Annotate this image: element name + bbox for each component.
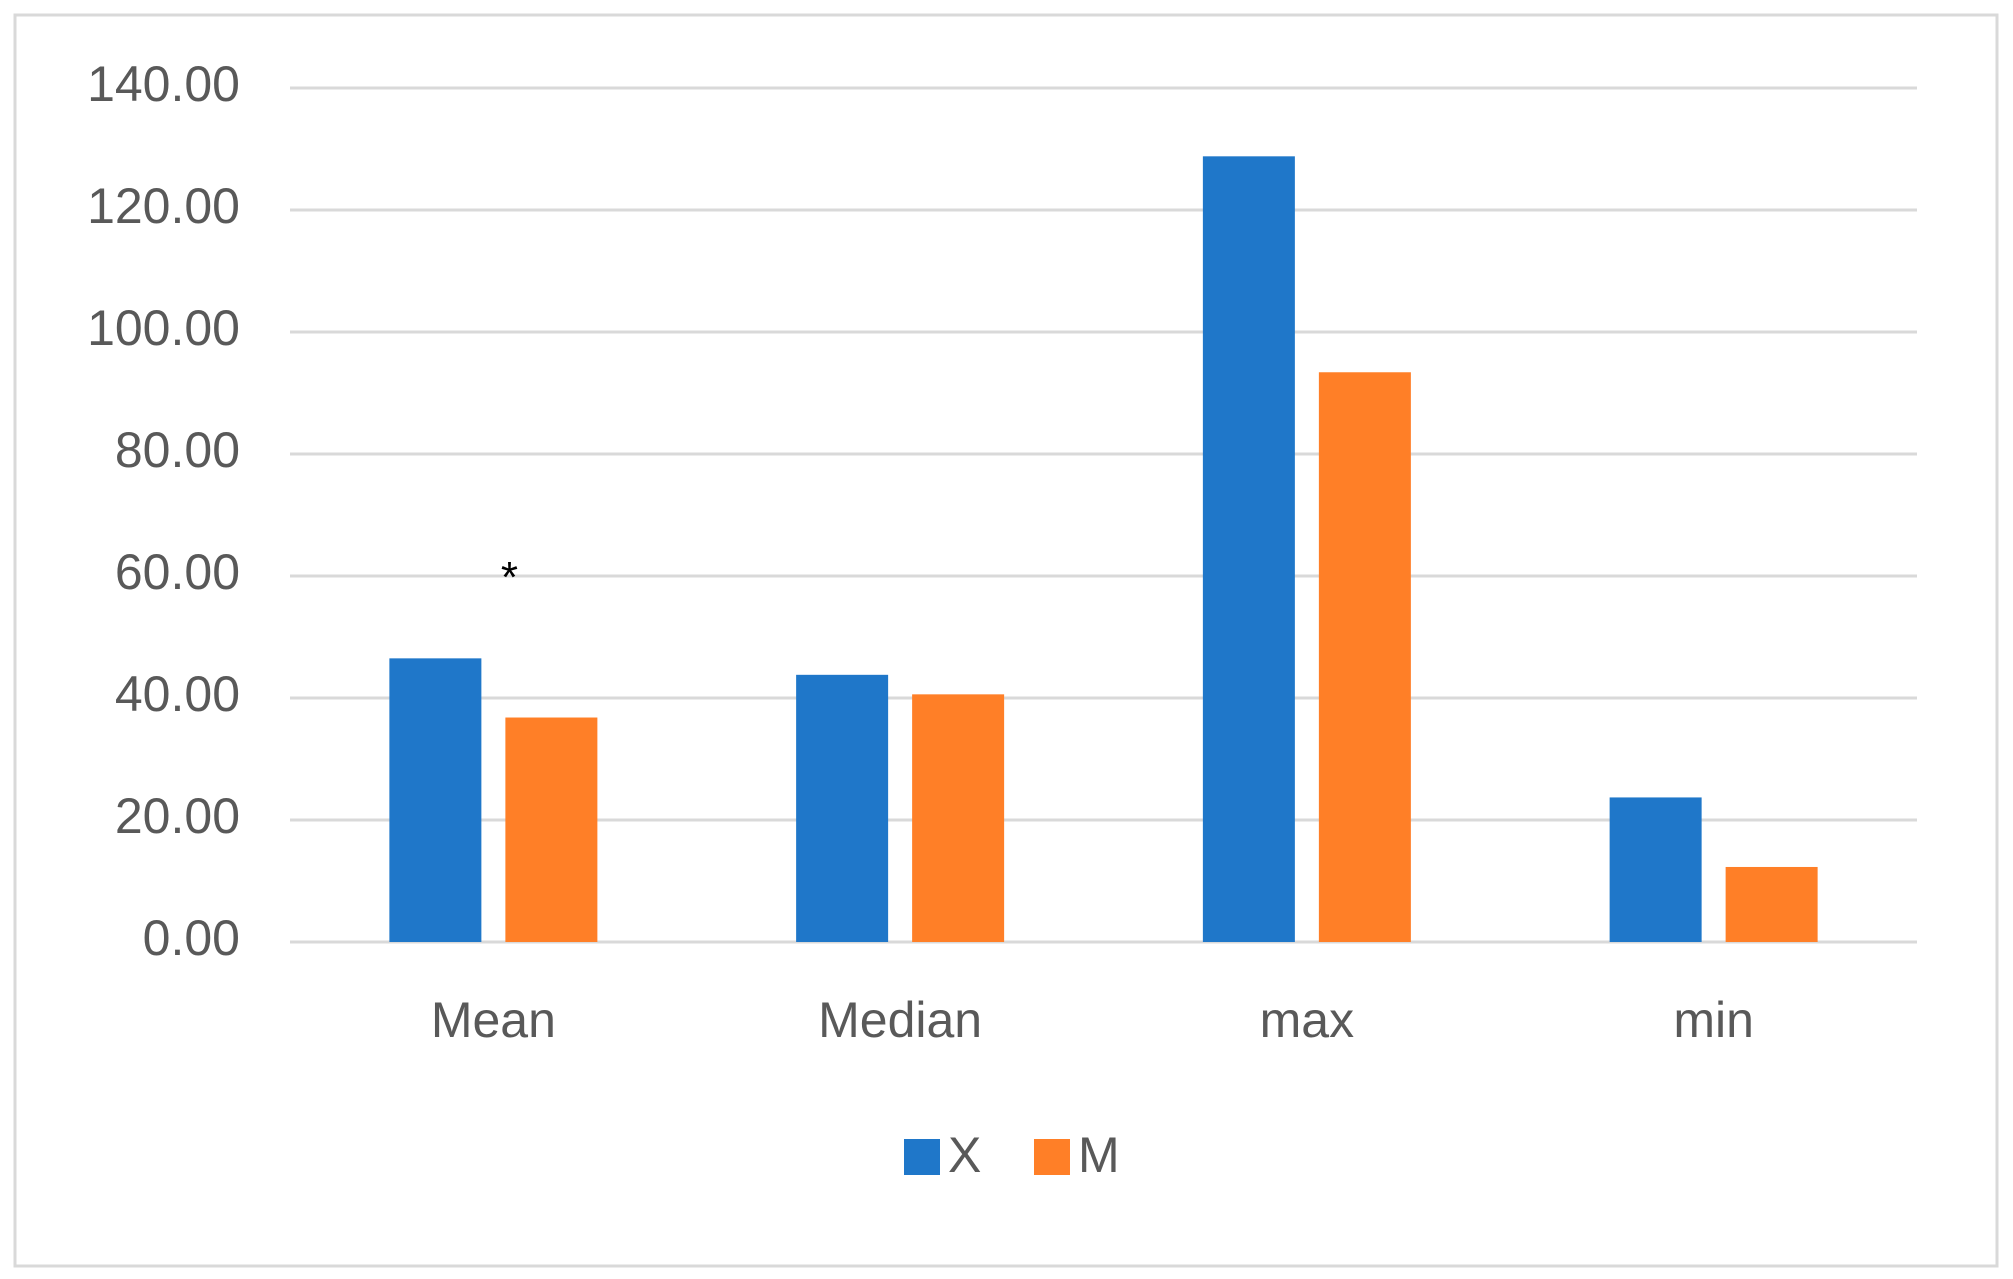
y-tick-label: 80.00 — [115, 422, 240, 478]
y-tick-label: 0.00 — [143, 910, 240, 966]
x-tick-label: min — [1673, 992, 1754, 1048]
y-tick-label: 140.00 — [87, 56, 240, 112]
y-tick-label: 100.00 — [87, 300, 240, 356]
bar — [796, 674, 889, 942]
bar — [1202, 156, 1295, 942]
bar — [1318, 372, 1411, 942]
legend-label: M — [1078, 1127, 1120, 1183]
x-tick-label: max — [1260, 992, 1354, 1048]
y-tick-label: 20.00 — [115, 788, 240, 844]
legend-swatch — [1034, 1139, 1070, 1175]
bar — [1725, 866, 1818, 942]
chart-border — [13, 13, 1999, 1268]
y-tick-label: 120.00 — [87, 178, 240, 234]
legend-swatch — [904, 1139, 940, 1175]
y-tick-label: 60.00 — [115, 544, 240, 600]
legend-label: X — [948, 1127, 981, 1183]
y-tick-label: 40.00 — [115, 666, 240, 722]
annotation: * — [501, 553, 518, 602]
x-tick-label: Median — [818, 992, 982, 1048]
bar — [505, 717, 598, 942]
x-tick-label: Mean — [431, 992, 556, 1048]
bar — [389, 658, 482, 942]
bar — [1609, 797, 1702, 942]
bar — [912, 694, 1005, 942]
